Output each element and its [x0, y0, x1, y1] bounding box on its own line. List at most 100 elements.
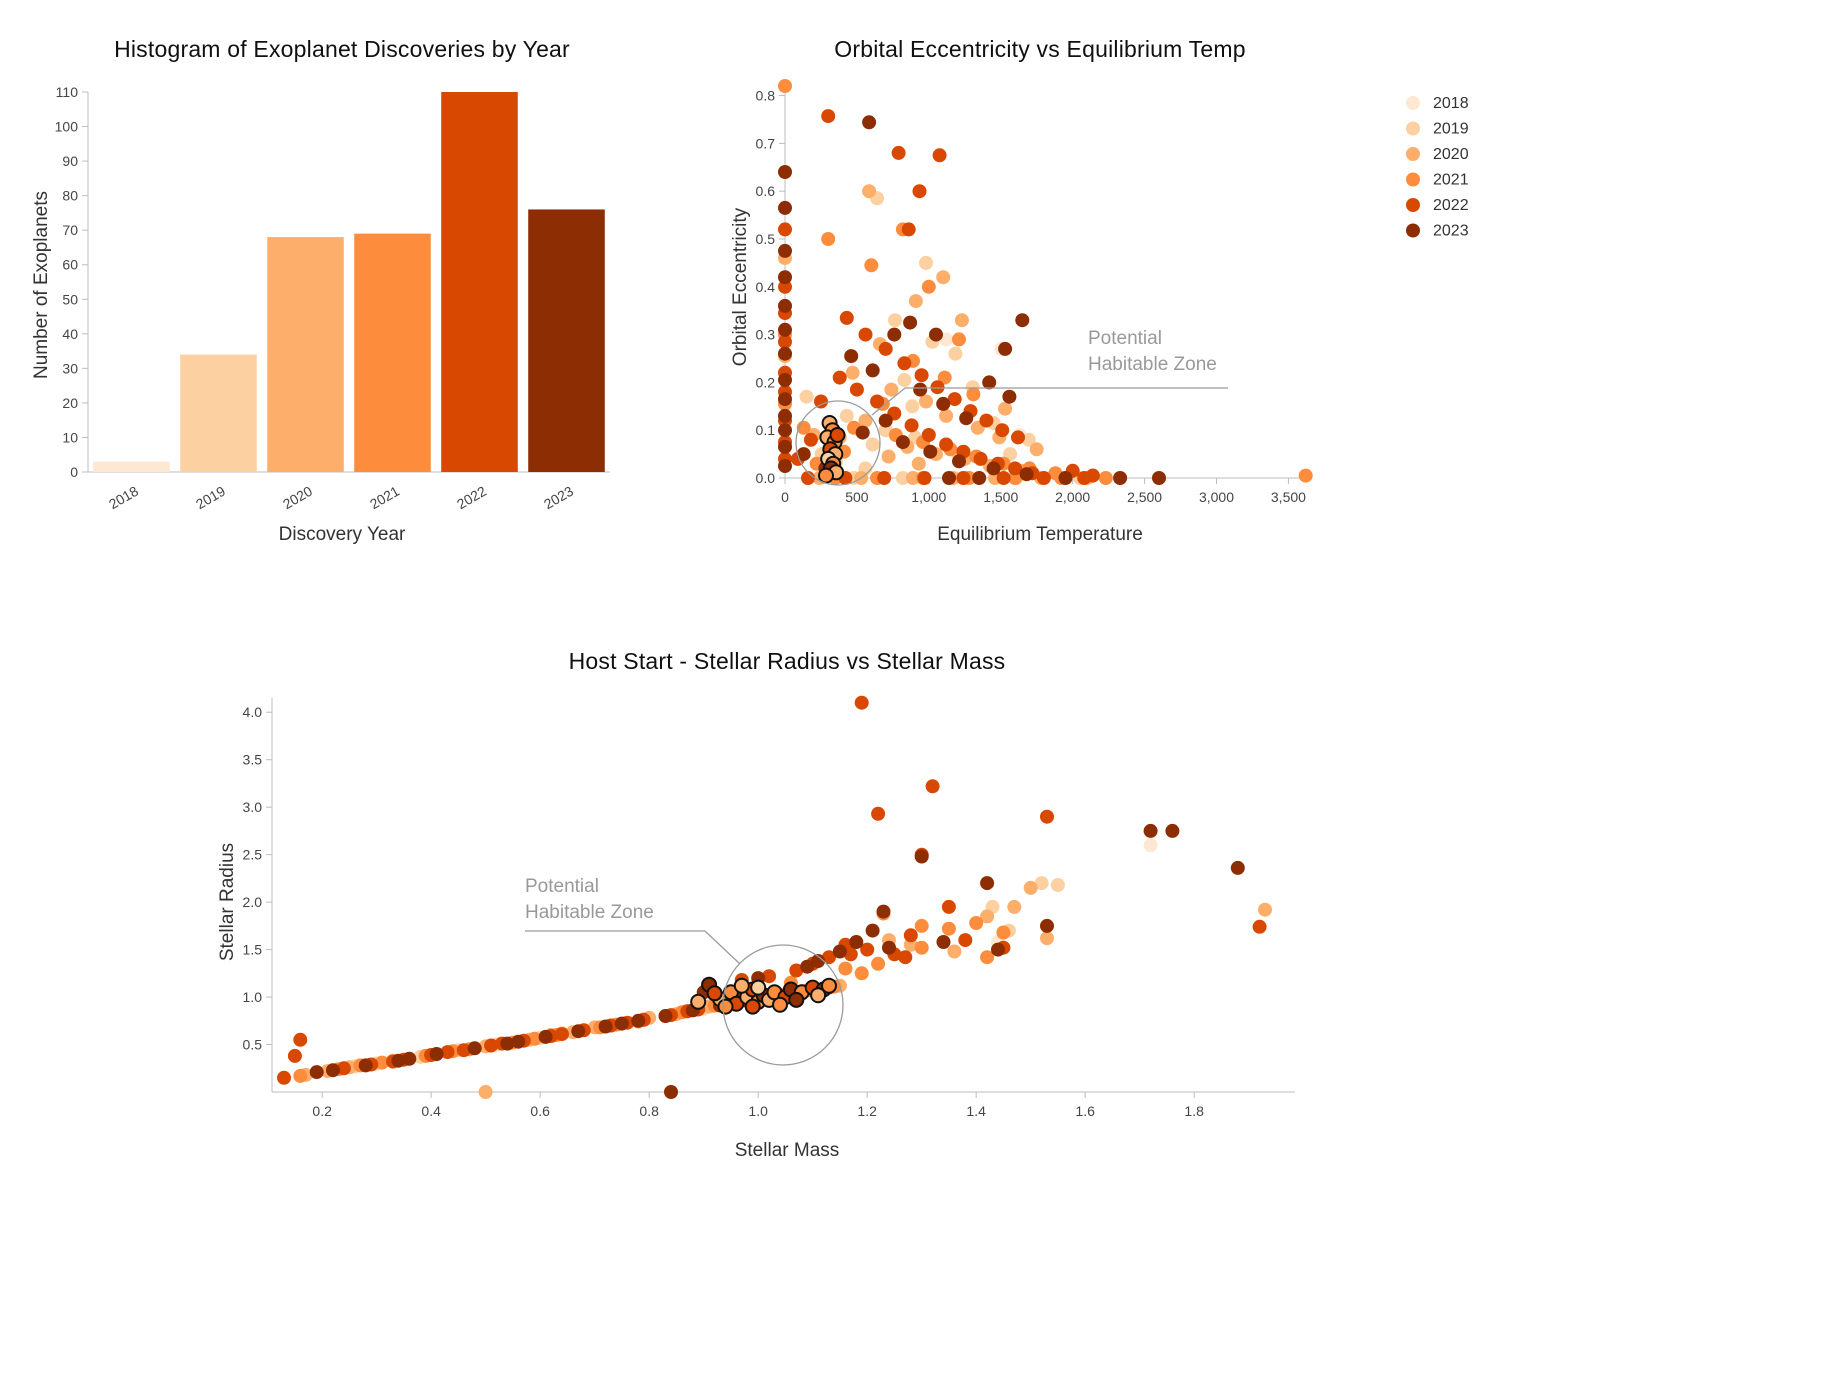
y-tick-label: 100 [55, 119, 79, 135]
x-tick-label: 500 [845, 489, 869, 505]
data-point-2022 [897, 356, 912, 371]
y-tick-label: 0 [70, 464, 78, 480]
legend-label-2019: 2019 [1433, 121, 1469, 138]
highlighted-point-2023 [788, 991, 805, 1008]
data-point-2021 [921, 279, 936, 294]
x-tick-label: 0.6 [530, 1103, 550, 1119]
data-point-2023 [882, 940, 896, 955]
data-point-2022 [778, 279, 792, 294]
data-point-2020 [947, 944, 962, 959]
data-point-2021 [293, 1068, 308, 1083]
data-point-2023 [358, 1058, 373, 1073]
highlighted-point-2021 [772, 996, 788, 1013]
data-point-2023 [326, 1063, 340, 1078]
data-point-2023 [614, 1016, 629, 1031]
bar-2023 [528, 209, 605, 473]
data-point-2023 [658, 1009, 673, 1023]
data-point-2022 [930, 380, 945, 395]
data-point-2022 [803, 432, 818, 447]
data-point-2020 [858, 413, 873, 428]
data-point-2022 [1011, 430, 1025, 445]
bar-2021 [354, 233, 431, 472]
data-point-2023 [1002, 389, 1017, 404]
data-point-2023 [778, 459, 792, 473]
y-axis-label: Stellar Radius [217, 842, 238, 962]
data-point-2020 [1258, 902, 1272, 917]
data-point-2023 [972, 471, 987, 485]
data-point-2023 [511, 1034, 526, 1049]
highlighted-point-2022 [744, 998, 761, 1015]
bar-2022 [441, 92, 518, 472]
data-point-2023 [980, 876, 995, 891]
data-point-2020 [980, 909, 995, 924]
x-tick-label: 1.8 [1184, 1103, 1204, 1119]
chart-title: Orbital Eccentricity vs Equilibrium Temp [834, 36, 1246, 62]
data-point-2020 [478, 1085, 493, 1099]
data-point-2023 [1165, 823, 1180, 838]
eccentricity-temp-svg: 0 500 1,000 1,500 2,000 2,500 3,000 3,500 0.0 0.1… [756, 79, 1469, 505]
data-point-2023 [778, 270, 792, 285]
data-point-2022 [941, 899, 956, 914]
data-point-2023 [778, 298, 792, 313]
legend-swatch-2022 [1406, 198, 1420, 212]
data-point-2023 [309, 1065, 324, 1080]
data-point-2020 [1007, 899, 1022, 914]
y-tick-label: 0.2 [756, 374, 776, 390]
legend-label-2022: 2022 [1433, 197, 1469, 214]
x-tick-label: 0.4 [421, 1103, 441, 1119]
annotation-line-1: Potential [525, 876, 599, 897]
y-tick-label: 20 [62, 395, 78, 411]
data-point-2023 [844, 349, 859, 364]
data-point-2019 [1034, 876, 1049, 891]
bar-2020 [267, 237, 344, 472]
data-point-2022 [1252, 919, 1267, 934]
highlighted-point-2020 [733, 977, 750, 994]
data-point-2020 [1040, 931, 1054, 946]
data-point-2023 [959, 411, 974, 426]
data-point-2020 [911, 456, 926, 471]
data-point-2023 [664, 1085, 678, 1099]
data-point-2022 [1008, 461, 1023, 476]
data-point-2023 [631, 1013, 646, 1028]
data-point-2023 [778, 392, 792, 407]
x-tick-label: 2,500 [1127, 489, 1162, 505]
data-point-2023 [998, 341, 1013, 356]
y-tick-label: 3.0 [243, 799, 263, 815]
data-point-2022 [287, 1048, 302, 1063]
data-point-2022 [778, 222, 792, 237]
data-point-2022 [956, 471, 971, 485]
highlighted-point-2021 [821, 977, 837, 994]
highlighted-point-2020 [690, 993, 707, 1010]
x-axis-label: Stellar Mass [734, 1140, 840, 1161]
x-tick-label: 2022 [454, 483, 489, 513]
data-point-2022 [870, 394, 885, 409]
data-point-2022 [860, 942, 875, 957]
y-tick-label: 2.0 [243, 894, 263, 910]
data-point-2023 [778, 322, 792, 337]
data-point-2022 [973, 451, 988, 466]
y-tick-label: 0.5 [243, 1037, 263, 1053]
data-point-2022 [336, 1061, 351, 1076]
data-point-2021 [864, 258, 879, 273]
data-point-2023 [942, 471, 956, 485]
data-point-2023 [1113, 471, 1128, 485]
data-point-2018 [1143, 838, 1158, 853]
data-point-2023 [778, 423, 792, 438]
data-point-2021 [914, 940, 929, 955]
legend-swatch-2023 [1406, 223, 1420, 238]
x-axis-label: Discovery Year [278, 524, 406, 545]
data-point-2022 [854, 695, 869, 710]
x-tick-label: 2021 [367, 483, 402, 513]
data-point-2022 [277, 1070, 291, 1085]
legend-swatch-2020 [1406, 147, 1420, 161]
histogram-svg: 0 10 20 30 40 50 60 70 80 90 100 110 2018 2019 2020 202… [55, 84, 610, 513]
x-tick-label: 2023 [541, 483, 576, 513]
data-point-2022 [925, 779, 940, 794]
x-tick-label: 1.4 [966, 1103, 986, 1119]
y-axis-label: Number of Exoplanets [31, 191, 52, 379]
data-point-2021 [969, 916, 984, 930]
x-tick-label: 2020 [280, 483, 315, 513]
habitable-zone-annotation: Potential Habitable Zone [1088, 326, 1217, 378]
y-tick-label: 0.1 [756, 422, 776, 438]
data-point-2023 [1015, 313, 1030, 328]
